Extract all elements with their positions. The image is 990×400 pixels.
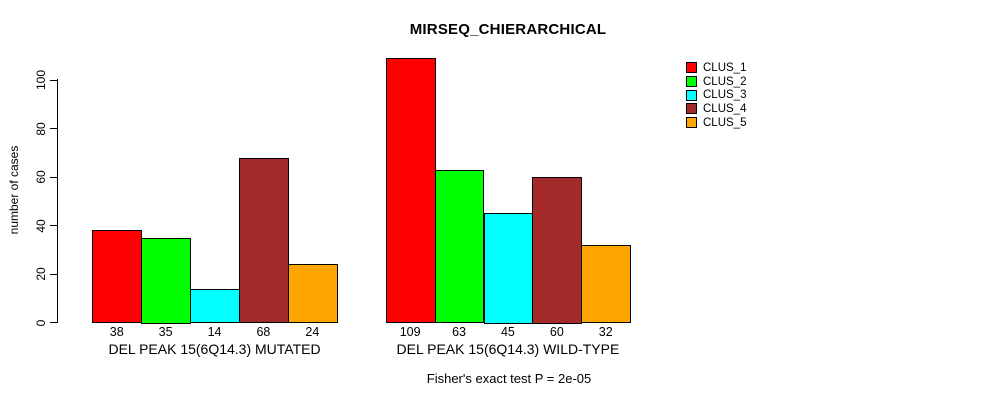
y-tick-mark [49,225,58,226]
legend-swatch-icon [686,103,697,115]
bar-value-label: 14 [207,325,222,339]
bar-value-label: 24 [305,325,320,339]
chart-title: MIRSEQ_CHIERARCHICAL [409,21,607,38]
bar-clus_3-group2 [483,213,534,324]
y-tick-label: 100 [34,69,48,91]
legend-swatch-icon [686,76,697,88]
legend-row: CLUS_3 [686,88,746,102]
y-tick-mark [49,79,58,81]
bar-value-label: 63 [452,325,466,339]
y-tick-label: 60 [34,170,48,184]
y-axis-line [57,79,58,323]
y-tick-mark [49,176,58,178]
y-tick-label: 0 [34,319,48,326]
legend-label: CLUS_5 [703,116,747,129]
legend-row: CLUS_4 [686,102,746,116]
y-tick-mark [49,128,58,129]
bar-clus_2-group1 [141,237,192,324]
bar-clus_1-group2 [385,58,436,324]
group-label-2: DEL PEAK 15(6Q14.3) WILD-TYPE [396,341,620,357]
legend-label: CLUS_2 [703,75,747,88]
y-tick-mark [49,322,58,323]
bar-value-label: 68 [256,325,271,339]
y-axis-label: number of cases [7,145,21,235]
legend: CLUS_1 CLUS_2 CLUS_3 CLUS_4 CLUS_5 [686,61,746,129]
bar-clus_4-group1 [239,157,289,324]
legend-label: CLUS_1 [703,61,747,74]
bar-value-label: 109 [399,325,421,339]
y-tick-label: 20 [34,267,48,281]
y-tick-label: 80 [34,121,48,136]
bar-value-label: 32 [598,325,613,339]
bar-clus_5-group2 [581,244,632,324]
legend-swatch-icon [686,62,697,74]
bar-clus_3-group1 [190,288,240,324]
bar-clus_1-group1 [92,230,143,324]
bar-value-label: 60 [549,325,564,339]
footnote-text: Fisher's exact test P = 2e-05 [426,371,592,386]
bar-clus_2-group2 [434,169,485,324]
legend-swatch-icon [686,89,697,101]
y-tick-mark [49,273,58,275]
bar-clus_5-group1 [287,264,338,324]
y-tick-label: 40 [34,218,48,233]
legend-row: CLUS_1 [686,61,746,75]
bar-value-label: 45 [500,325,515,339]
legend-label: CLUS_4 [703,102,747,115]
bar-value-label: 35 [158,325,173,339]
group-label-1: DEL PEAK 15(6Q14.3) MUTATED [108,341,321,357]
bar-clus_4-group2 [532,177,583,324]
legend-label: CLUS_3 [703,89,747,102]
legend-swatch-icon [686,117,697,129]
legend-row: CLUS_2 [686,75,746,89]
legend-row: CLUS_5 [686,116,746,130]
bar-value-label: 38 [109,325,124,339]
